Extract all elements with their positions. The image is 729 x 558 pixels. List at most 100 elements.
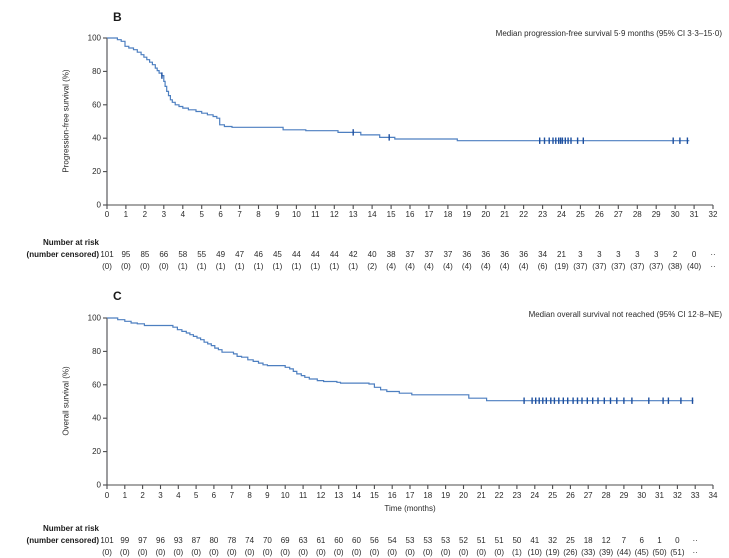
risk-count: 36	[462, 250, 472, 259]
risk-count: 53	[423, 536, 433, 545]
panel-letter: C	[113, 289, 122, 303]
x-tick-label: 31	[655, 491, 664, 500]
censored-count: (37)	[573, 262, 588, 271]
x-tick-label: 13	[349, 210, 358, 219]
x-tick-label: 20	[459, 491, 468, 500]
censored-count: (0)	[119, 548, 130, 557]
censored-count: ··	[692, 548, 698, 557]
censored-count: (19)	[554, 262, 569, 271]
risk-count: 93	[173, 536, 183, 545]
x-tick-label: 5	[199, 210, 204, 219]
risk-count: 46	[254, 250, 263, 259]
x-tick-label: 30	[671, 210, 680, 219]
x-tick-label: 23	[512, 491, 521, 500]
censored-count: (4)	[424, 262, 434, 271]
km-curve	[107, 37, 690, 142]
censored-count: (50)	[652, 548, 667, 557]
x-tick-label: 33	[691, 491, 700, 500]
censored-count: (0)	[121, 262, 131, 271]
x-tick-label: 2	[143, 210, 148, 219]
censored-count: (0)	[351, 548, 362, 557]
x-tick-label: 29	[619, 491, 628, 500]
censored-count: (38)	[667, 262, 683, 271]
x-tick-label: 17	[424, 210, 433, 219]
risk-count: 51	[476, 536, 486, 545]
x-tick-label: 12	[330, 210, 339, 219]
censored-count: (4)	[443, 262, 453, 271]
risk-count: 0	[691, 250, 697, 259]
y-tick-label: 0	[97, 481, 102, 490]
risk-count: 2	[672, 250, 678, 259]
risk-count: 1	[657, 536, 662, 545]
risk-count: 101	[100, 536, 114, 545]
censored-count: (0)	[458, 548, 469, 557]
risk-count: 41	[530, 536, 540, 545]
risk-count: 36	[519, 250, 529, 259]
censored-count: (1)	[177, 262, 188, 271]
censored-count: (0)	[191, 548, 201, 557]
risk-count: 60	[334, 536, 344, 545]
pfs-y-axis-title: Progression-free survival (%)	[61, 69, 71, 173]
censored-count: (0)	[440, 548, 451, 557]
x-tick-label: 24	[557, 210, 566, 219]
censored-count: (1)	[310, 262, 321, 271]
y-tick-label: 100	[88, 314, 102, 323]
censored-count: (0)	[316, 548, 326, 557]
risk-count: 37	[443, 250, 453, 259]
censored-count: (0)	[173, 548, 184, 557]
x-tick-label: 26	[595, 210, 604, 219]
x-tick-label: 24	[530, 491, 539, 500]
risk-header-line1: Number at risk	[42, 524, 99, 533]
censored-count: (19)	[545, 548, 560, 557]
x-tick-label: 18	[443, 210, 452, 219]
risk-count: 7	[621, 536, 627, 545]
x-tick-label: 10	[281, 491, 290, 500]
censored-count: (4)	[518, 262, 529, 271]
risk-count: 36	[481, 250, 491, 259]
risk-count: 63	[298, 536, 308, 545]
risk-count: 40	[367, 250, 377, 259]
x-tick-label: 9	[275, 210, 280, 219]
risk-header-line2: (number censored)	[26, 250, 99, 259]
risk-count: 37	[405, 250, 415, 259]
risk-count: 3	[616, 250, 621, 259]
median-annotation: Median overall survival not reached (95%…	[529, 310, 723, 319]
risk-count: 50	[512, 536, 522, 545]
risk-count: 44	[329, 250, 339, 259]
censored-count: (1)	[329, 262, 340, 271]
x-tick-label: 20	[481, 210, 490, 219]
censored-count: (0)	[137, 548, 148, 557]
x-tick-label: 8	[256, 210, 261, 219]
x-tick-label: 22	[519, 210, 528, 219]
censored-count: (0)	[298, 548, 308, 557]
os-km-plot: C Median overall survival not reached (95…	[0, 285, 729, 522]
risk-count: 6	[639, 536, 644, 545]
risk-count: 32	[548, 536, 558, 545]
censored-count: (26)	[563, 548, 578, 557]
censored-count: (40)	[686, 262, 702, 271]
censored-count: (0)	[102, 262, 112, 271]
x-tick-label: 15	[370, 491, 379, 500]
risk-count: 96	[156, 536, 165, 545]
y-tick-label: 60	[92, 380, 101, 389]
censored-count: (51)	[670, 548, 685, 557]
x-tick-label: 11	[299, 491, 308, 500]
y-tick-label: 20	[92, 447, 101, 456]
risk-count: 99	[120, 536, 130, 545]
risk-count: 3	[578, 250, 583, 259]
x-tick-label: 32	[709, 210, 718, 219]
censored-count: (0)	[140, 262, 150, 271]
x-tick-label: 19	[441, 491, 450, 500]
censored-count: (0)	[494, 548, 504, 557]
censored-count: (1)	[215, 262, 226, 271]
risk-count: 36	[500, 250, 510, 259]
pfs-risk-table: Number at risk (number censored) 101 95 85…	[0, 238, 729, 274]
censored-count: (1)	[234, 262, 245, 271]
risk-count: 54	[387, 536, 397, 545]
x-tick-label: 4	[176, 491, 181, 500]
x-tick-label: 3	[162, 210, 167, 219]
x-axis-title: Time (months)	[384, 504, 436, 513]
x-tick-label: 7	[237, 210, 242, 219]
censored-count: (4)	[499, 262, 510, 271]
censored-count: (0)	[209, 548, 219, 557]
